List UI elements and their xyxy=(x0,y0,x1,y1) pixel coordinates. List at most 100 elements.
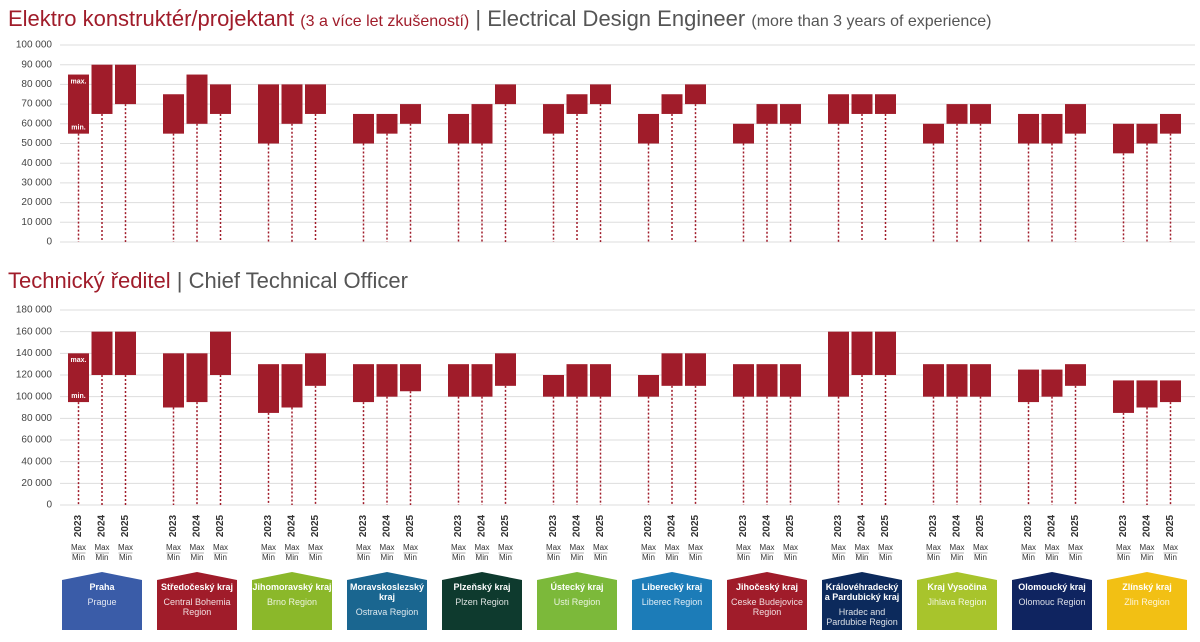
range-bar xyxy=(543,104,564,134)
min-label: Min xyxy=(381,553,394,562)
region-name-en: Prague xyxy=(87,597,117,607)
year-label: 2023 xyxy=(263,514,274,537)
min-label: Min xyxy=(856,553,869,562)
region-box: Jihomoravský kraj Brno Region xyxy=(252,572,332,630)
year-label: 2025 xyxy=(215,514,226,537)
max-label: Max xyxy=(403,543,418,552)
min-label: Min xyxy=(499,553,512,562)
year-label: 2025 xyxy=(975,514,986,537)
max-label: Max xyxy=(71,543,86,552)
max-label: Max xyxy=(1116,543,1131,552)
min-label: Min xyxy=(167,553,180,562)
range-bar xyxy=(923,364,944,397)
range-bar xyxy=(400,104,421,124)
year-label: 2024 xyxy=(857,514,868,537)
year-label: 2025 xyxy=(1070,514,1081,537)
range-bar xyxy=(828,331,849,397)
range-bar xyxy=(376,113,398,134)
y-tick-label: 0 xyxy=(46,237,52,248)
min-label: Min xyxy=(452,553,465,562)
range-bar xyxy=(638,375,659,397)
max-label: Max xyxy=(688,543,703,552)
year-label: 2023 xyxy=(73,514,84,537)
max-label: Max xyxy=(356,543,371,552)
max-label: Max xyxy=(569,543,584,552)
min-label: Min xyxy=(1117,553,1130,562)
range-bar xyxy=(281,364,303,408)
y-tick-label: 30 000 xyxy=(21,178,52,189)
y-tick-label: 40 000 xyxy=(21,158,52,169)
year-label: 2024 xyxy=(572,514,583,537)
range-bar xyxy=(495,353,516,386)
max-label: Max xyxy=(759,543,774,552)
max-label: Max xyxy=(1044,543,1059,552)
year-label: 2025 xyxy=(690,514,701,537)
year-label: 2024 xyxy=(382,514,393,537)
title-en-note: (more than 3 years of experience) xyxy=(751,13,992,30)
max-label: Max xyxy=(949,543,964,552)
min-label: Min xyxy=(214,553,227,562)
range-bar xyxy=(638,113,659,144)
min-label: Min xyxy=(879,553,892,562)
min-label: Min xyxy=(951,553,964,562)
y-tick-label: 160 000 xyxy=(16,326,53,337)
min-label: Min xyxy=(1022,553,1035,562)
region-box: Královéhradecký a Pardubický kraj Hradec … xyxy=(822,572,902,630)
range-bar xyxy=(471,104,493,144)
year-label: 2025 xyxy=(880,514,891,537)
min-label: Min xyxy=(974,553,987,562)
year-label: 2023 xyxy=(1023,514,1034,537)
range-bar xyxy=(1160,113,1181,134)
max-label: Max xyxy=(189,543,204,552)
bar-min-label: min. xyxy=(71,124,85,131)
range-bar xyxy=(495,84,516,105)
range-bar xyxy=(210,84,231,114)
range-bar xyxy=(1018,369,1039,403)
range-bar xyxy=(1113,380,1134,413)
range-bar xyxy=(186,74,208,124)
region-box: Kraj Vysočina Jihlava Region xyxy=(917,572,997,630)
range-bar xyxy=(186,353,208,403)
min-label: Min xyxy=(571,553,584,562)
y-tick-label: 60 000 xyxy=(21,118,52,129)
min-label: Min xyxy=(547,553,560,562)
range-bar xyxy=(1160,380,1181,403)
min-label: Min xyxy=(689,553,702,562)
region-name-en: Olomouc Region xyxy=(1018,597,1086,607)
y-tick-label: 120 000 xyxy=(16,370,53,381)
min-label: Min xyxy=(666,553,679,562)
y-tick-label: 140 000 xyxy=(16,348,53,359)
region-name: Jihomoravský kraj xyxy=(252,582,332,592)
min-label: Min xyxy=(404,553,417,562)
min-label: Min xyxy=(832,553,845,562)
region-name: Praha xyxy=(89,582,115,592)
year-label: 2025 xyxy=(1165,514,1176,537)
max-label: Max xyxy=(831,543,846,552)
y-tick-label: 90 000 xyxy=(21,59,52,70)
range-bar xyxy=(258,364,279,413)
range-bar xyxy=(1136,123,1158,144)
max-label: Max xyxy=(878,543,893,552)
min-label: Min xyxy=(1164,553,1177,562)
y-tick-label: 70 000 xyxy=(21,99,52,110)
range-bar xyxy=(851,94,873,114)
year-label: 2023 xyxy=(1118,514,1129,537)
range-bar xyxy=(448,113,469,144)
range-bar xyxy=(946,364,968,397)
max-label: Max xyxy=(1021,543,1036,552)
region-name-en: Usti Region xyxy=(553,597,601,607)
range-bar xyxy=(305,84,326,114)
range-bar xyxy=(780,104,801,124)
range-bar xyxy=(91,64,113,114)
region-box: Zlínský kraj Zlin Region xyxy=(1107,572,1187,630)
region-name-en: Plzen Region xyxy=(455,597,509,607)
region-name: Plzeňský kraj xyxy=(453,582,511,592)
y-tick-label: 100 000 xyxy=(16,391,53,402)
max-label: Max xyxy=(546,543,561,552)
region-name-en: Hradec and Pardubice Region xyxy=(826,607,898,627)
year-label: 2024 xyxy=(762,514,773,537)
range-bar xyxy=(400,364,421,392)
region-name: Olomoucký kraj xyxy=(1018,582,1086,592)
range-bar xyxy=(875,331,896,375)
